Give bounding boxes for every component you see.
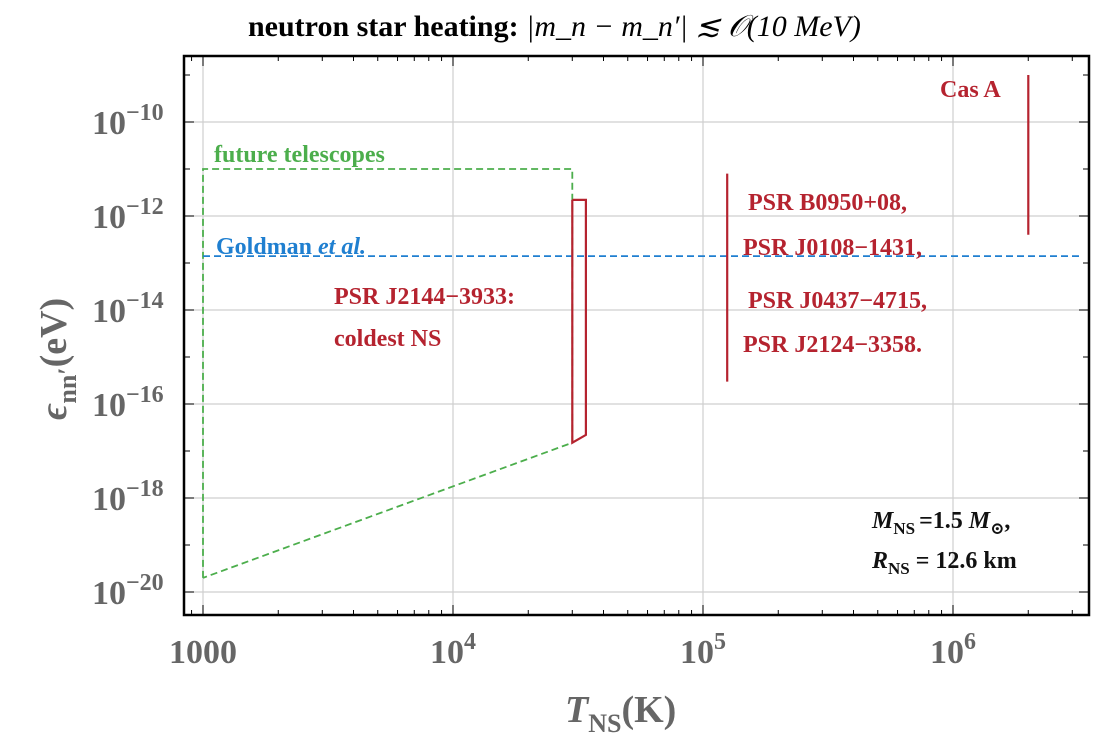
series-2 [571, 198, 588, 445]
y-tick-label: 10−10 [92, 100, 164, 142]
y-tick-label: 10−16 [92, 382, 164, 424]
mass-symbol: M [871, 508, 895, 534]
chart-title-text: neutron star heating: [248, 10, 519, 43]
mass-sub: NS [893, 519, 915, 538]
chart-title: neutron star heating: |m_n − m_n′| ≲ 𝒪(1… [248, 10, 861, 43]
x-tick-label: 104 [430, 629, 476, 671]
annotation-cas-a: Cas A [940, 77, 1001, 103]
mass-sun-sub: ⊙ [990, 519, 1004, 538]
x-tick-label: 105 [680, 629, 726, 671]
y-tick-label: 10−12 [92, 194, 164, 236]
annotation-goldman-italic: et al. [318, 234, 366, 260]
radius-value: = 12.6 km [916, 548, 1017, 574]
radius-symbol: R [871, 548, 888, 574]
x-tick-labels: 1000 104 105 106 [169, 629, 976, 671]
y-tick-labels: 10−10 10−12 10−14 10−16 10−18 10−20 [92, 100, 164, 612]
x-tick-label: 1000 [169, 634, 237, 671]
radius-sub: NS [888, 559, 910, 578]
annotation-psr-line1: PSR B0950+08, [748, 190, 907, 216]
annotation-psr-line2: PSR J0108−1431, [743, 235, 922, 261]
annotation-goldman: Goldman et al. [216, 234, 366, 260]
x-axis-label: TNS(K) [565, 689, 676, 738]
annotation-mass: MNS =1.5 M⊙, [871, 508, 1010, 538]
y-tick-label: 10−20 [92, 570, 164, 612]
y-axis-label: ϵnn′(eV) [33, 298, 82, 420]
plot-frame [182, 54, 1091, 617]
series-layer [202, 75, 1083, 579]
annotation-psr-line3: PSR J0437−4715, [748, 288, 927, 314]
annotation-psr-line4: PSR J2124−3358. [743, 332, 922, 358]
series-0 [202, 168, 574, 579]
annotation-j2144-line1: PSR J2144−3933: [334, 284, 515, 310]
annotation-radius: RNS = 12.6 km [871, 548, 1017, 578]
annotation-j2144-line2: coldest NS [334, 326, 441, 352]
annotation-future-telescopes: future telescopes [214, 142, 385, 168]
chart-title-math: |m_n − m_n′| ≲ 𝒪(10 MeV) [526, 10, 861, 43]
y-tick-label: 10−18 [92, 476, 164, 518]
x-tick-label: 106 [930, 629, 976, 671]
grid [184, 56, 1089, 615]
annotation-goldman-prefix: Goldman [216, 234, 312, 260]
mass-value: =1.5 [919, 508, 963, 534]
minor-ticks [184, 56, 1089, 615]
mass-sun: M [968, 508, 992, 534]
y-tick-label: 10−14 [92, 288, 164, 330]
